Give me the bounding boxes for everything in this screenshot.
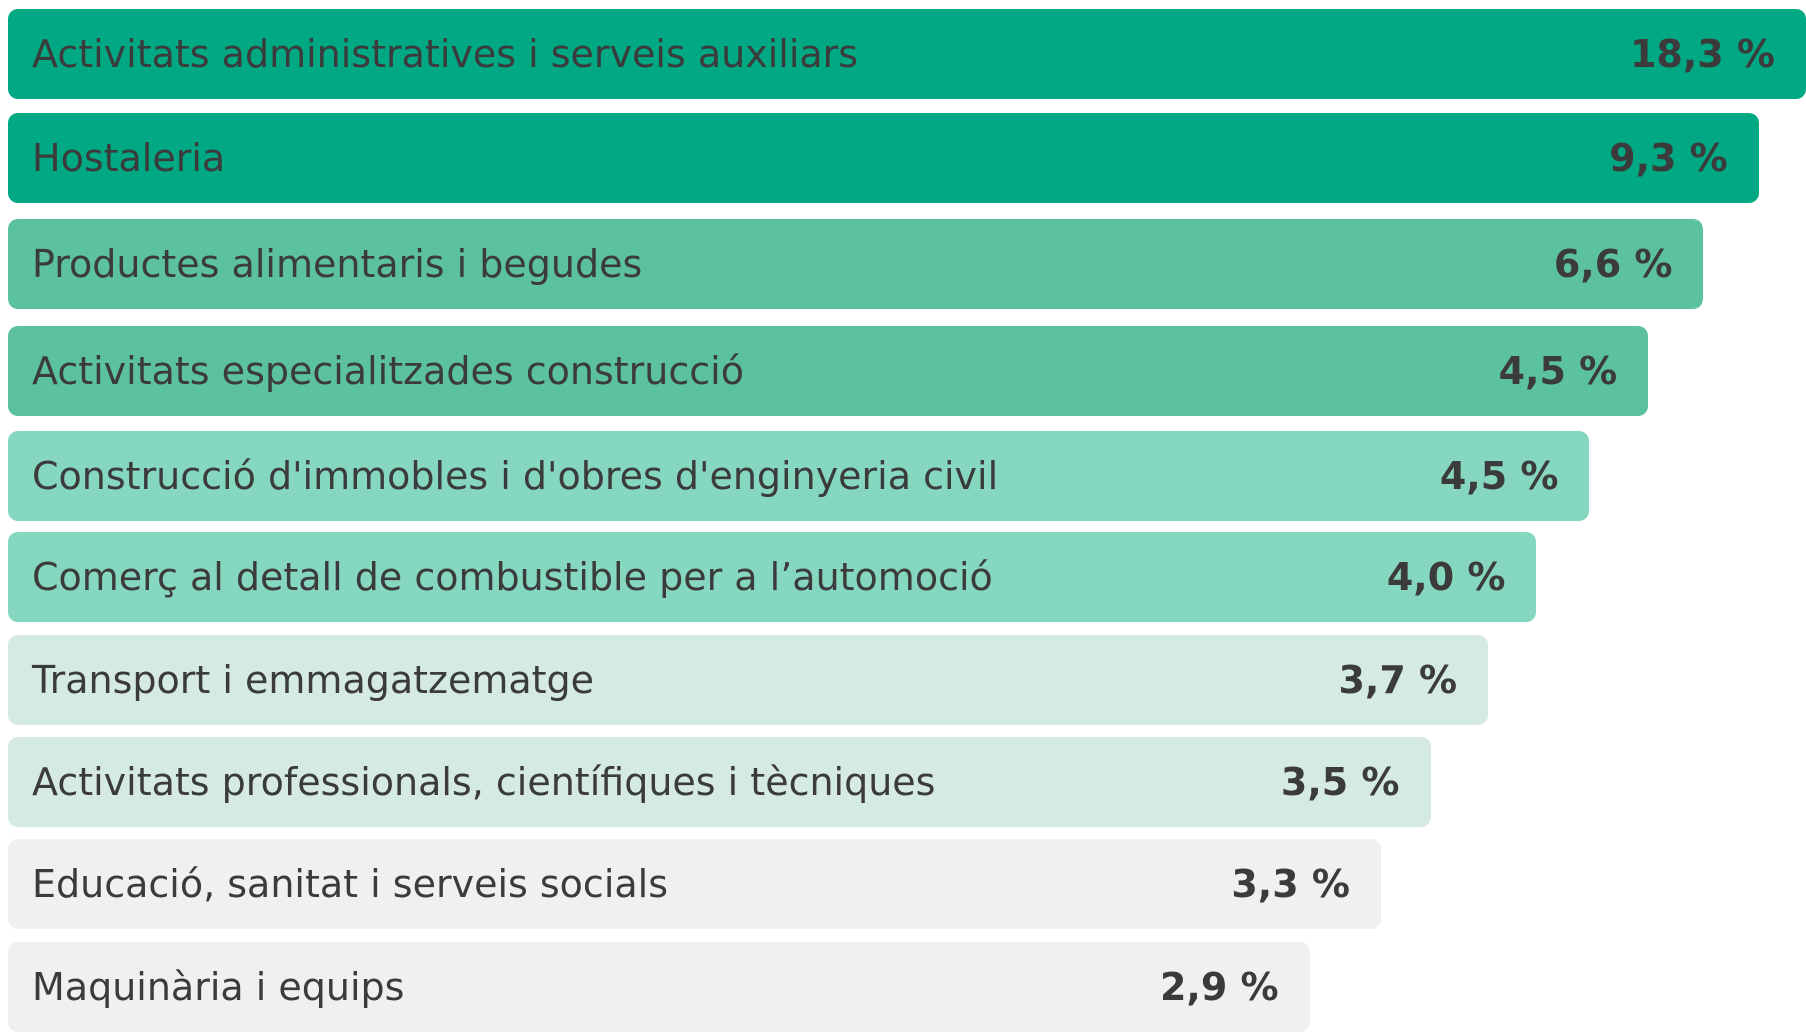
bar-row: Comerç al detall de combustible per a l’…	[8, 532, 1537, 623]
row-label: Construcció d'immobles i d'obres d'engin…	[32, 453, 999, 498]
bar-row: Productes alimentaris i begudes 6,6 %	[8, 218, 1704, 309]
bar-row: Hostaleria 9,3 %	[8, 112, 1759, 203]
row-value: 3,5 %	[1280, 760, 1400, 805]
row-value: 4,5 %	[1439, 453, 1559, 498]
row-value: 3,3 %	[1231, 861, 1350, 906]
row-label: Transport i emmagatzematge	[32, 657, 595, 702]
bar-row: Activitats professionals, científiques i…	[8, 737, 1431, 828]
bar-row: Educació, sanitat i serveis socials 3,3 %	[8, 838, 1381, 929]
row-value: 6,6 %	[1553, 241, 1673, 286]
row-label: Activitats professionals, científiques i…	[32, 760, 936, 805]
bar-row: Transport i emmagatzematge 3,7 %	[8, 634, 1489, 725]
row-label: Comerç al detall de combustible per a l’…	[32, 555, 993, 600]
row-value: 18,3 %	[1629, 32, 1775, 77]
row-label: Maquinària i equips	[32, 965, 405, 1010]
row-value: 2,9 %	[1159, 965, 1279, 1010]
row-value: 9,3 %	[1609, 135, 1728, 180]
row-label: Educació, sanitat i serveis socials	[32, 861, 669, 906]
row-label: Activitats especialitzades construcció	[32, 348, 744, 393]
bar-row: Maquinària i equips 2,9 %	[8, 942, 1310, 1032]
bar-row: Construcció d'immobles i d'obres d'engin…	[8, 430, 1590, 521]
row-label: Activitats administratives i serveis aux…	[32, 32, 859, 77]
row-value: 4,0 %	[1386, 555, 1506, 600]
row-label: Hostaleria	[32, 135, 226, 180]
bar-row: Activitats administratives i serveis aux…	[8, 9, 1806, 100]
row-label: Productes alimentaris i begudes	[32, 241, 643, 286]
row-value: 3,7 %	[1338, 657, 1458, 702]
row-value: 4,5 %	[1498, 348, 1618, 393]
bar-row: Activitats especialitzades construcció 4,…	[8, 325, 1649, 416]
